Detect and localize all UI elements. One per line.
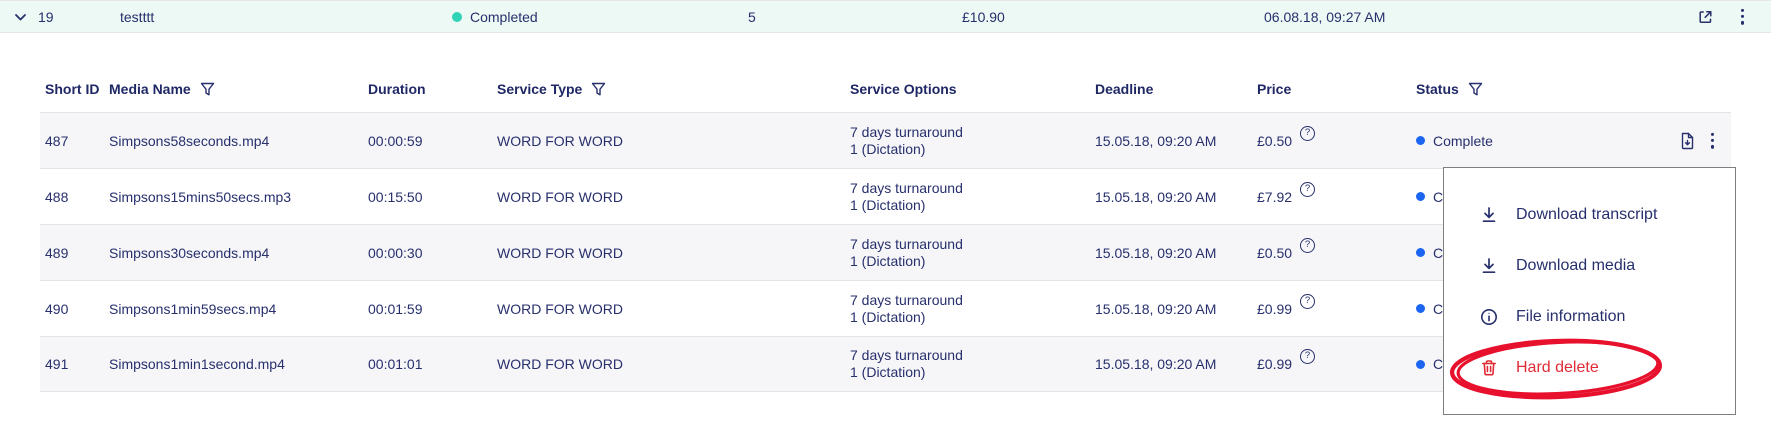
column-header-service-options: Service Options <box>850 81 957 97</box>
file-duration: 00:01:59 <box>368 300 423 317</box>
status-dot-complete <box>1416 304 1425 313</box>
file-media-name: Simpsons1min59secs.mp4 <box>109 300 277 317</box>
file-kebab-menu-icon[interactable] <box>1709 130 1716 150</box>
open-in-new-icon[interactable] <box>1697 8 1714 25</box>
column-header-deadline: Deadline <box>1095 81 1154 97</box>
status-dot-complete <box>1416 359 1425 369</box>
file-price: £0.99 <box>1257 356 1293 372</box>
file-price: £0.50 <box>1257 244 1293 261</box>
filter-icon[interactable] <box>1468 82 1483 97</box>
order-name: testttt <box>120 8 155 25</box>
file-deadline: 15.05.18, 09:20 AM <box>1095 356 1217 372</box>
file-price-cell: £0.50 ? <box>1257 237 1316 261</box>
file-service-type: WORD FOR WORD <box>497 188 623 205</box>
file-service-type: WORD FOR WORD <box>497 244 623 261</box>
files-table-header: Short ID Media Name Duration Service Typ… <box>0 81 1771 101</box>
file-deadline: 15.05.18, 09:20 AM <box>1095 132 1217 149</box>
status-dot-completed <box>452 11 462 22</box>
menu-item-download-transcript[interactable]: Download transcript <box>1444 189 1735 240</box>
file-context-menu: Download transcript Download media File … <box>1443 167 1736 415</box>
order-kebab-menu-icon[interactable] <box>1739 6 1746 26</box>
status-dot-complete <box>1416 248 1425 257</box>
price-help-icon[interactable]: ? <box>1300 293 1316 309</box>
column-header-price: Price <box>1257 81 1292 97</box>
download-icon <box>1478 204 1500 226</box>
file-media-name: Simpsons58seconds.mp4 <box>109 132 270 149</box>
order-price: £10.90 <box>962 8 1005 25</box>
status-dot-complete <box>1416 192 1425 201</box>
file-service-type: WORD FOR WORD <box>497 300 623 317</box>
trash-icon <box>1478 357 1500 379</box>
price-help-icon[interactable]: ? <box>1300 237 1316 253</box>
file-short-id: 487 <box>45 132 69 149</box>
price-help-icon[interactable]: ? <box>1300 181 1316 197</box>
file-price: £0.99 <box>1257 300 1293 317</box>
menu-item-hard-delete[interactable]: Hard delete <box>1444 342 1735 393</box>
file-duration: 00:01:01 <box>368 356 423 372</box>
download-transcript-file-icon[interactable] <box>1678 131 1696 151</box>
status-dot-complete <box>1416 136 1425 145</box>
column-header-media-name: Media Name <box>109 81 215 97</box>
file-duration: 00:00:30 <box>368 244 423 261</box>
file-price: £7.92 <box>1257 188 1293 205</box>
file-price-cell: £0.99 ? <box>1257 293 1316 317</box>
info-icon <box>1478 306 1500 328</box>
file-price-cell: £0.99 ? <box>1257 349 1316 372</box>
file-service-type: WORD FOR WORD <box>497 356 623 372</box>
menu-item-download-media[interactable]: Download media <box>1444 240 1735 291</box>
order-datetime: 06.08.18, 09:27 AM <box>1264 8 1386 25</box>
file-duration: 00:15:50 <box>368 188 423 205</box>
file-short-id: 491 <box>45 356 69 372</box>
filter-icon[interactable] <box>200 82 215 97</box>
file-service-options: 7 days turnaround 1 (Dictation) <box>850 179 963 213</box>
file-media-name: Simpsons1min1second.mp4 <box>109 356 285 372</box>
order-id: 19 <box>38 8 54 25</box>
file-status-label: Complete <box>1433 132 1493 149</box>
order-summary-row[interactable]: 19 testttt Completed 5 £10.90 06.08.18, … <box>0 0 1771 33</box>
table-row[interactable]: 487 Simpsons58seconds.mp4 00:00:59 WORD … <box>40 112 1731 168</box>
column-header-status: Status <box>1416 81 1483 97</box>
file-deadline: 15.05.18, 09:20 AM <box>1095 188 1217 205</box>
menu-item-file-information[interactable]: File information <box>1444 291 1735 342</box>
column-header-service-type: Service Type <box>497 81 606 97</box>
column-header-duration: Duration <box>368 81 426 97</box>
file-price: £0.50 <box>1257 132 1293 149</box>
file-service-options: 7 days turnaround 1 (Dictation) <box>850 347 963 380</box>
file-deadline: 15.05.18, 09:20 AM <box>1095 300 1217 317</box>
file-service-options: 7 days turnaround 1 (Dictation) <box>850 291 963 325</box>
filter-icon[interactable] <box>591 82 606 97</box>
file-service-options: 7 days turnaround 1 (Dictation) <box>850 235 963 269</box>
download-icon <box>1478 255 1500 277</box>
file-price-cell: £0.50 ? <box>1257 125 1316 149</box>
column-header-short-id: Short ID <box>45 81 100 97</box>
file-deadline: 15.05.18, 09:20 AM <box>1095 244 1217 261</box>
price-help-icon[interactable]: ? <box>1300 125 1316 141</box>
order-file-count: 5 <box>748 8 756 25</box>
file-short-id: 488 <box>45 188 69 205</box>
file-price-cell: £7.92 ? <box>1257 181 1316 205</box>
file-media-name: Simpsons30seconds.mp4 <box>109 244 270 261</box>
file-media-name: Simpsons15mins50secs.mp3 <box>109 188 292 205</box>
file-duration: 00:00:59 <box>368 132 423 149</box>
file-status-badge: Complete <box>1416 133 1493 149</box>
file-service-type: WORD FOR WORD <box>497 132 623 149</box>
order-status-label: Completed <box>470 8 538 25</box>
price-help-icon[interactable]: ? <box>1300 349 1316 364</box>
file-short-id: 489 <box>45 244 69 261</box>
order-status-badge: Completed <box>452 9 538 25</box>
chevron-down-icon[interactable] <box>13 9 28 24</box>
file-short-id: 490 <box>45 300 69 317</box>
file-service-options: 7 days turnaround 1 (Dictation) <box>850 123 963 157</box>
